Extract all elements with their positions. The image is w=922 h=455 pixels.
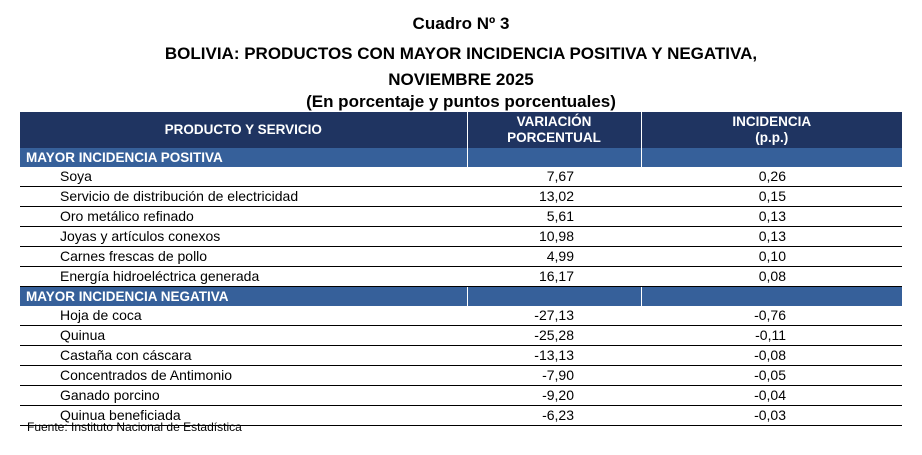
section-positive: MAYOR INCIDENCIA POSITIVA bbox=[20, 148, 902, 167]
product-name: Castaña con cáscara bbox=[20, 345, 467, 366]
variation-value: -6,23 bbox=[467, 405, 641, 426]
incidence-value: 0,08 bbox=[641, 266, 902, 287]
incidence-value: -0,11 bbox=[641, 325, 902, 346]
product-name: Hoja de coca bbox=[20, 306, 467, 326]
table-row: Oro metálico refinado 5,61 0,13 bbox=[20, 206, 902, 227]
variation-value: -27,13 bbox=[467, 306, 641, 326]
incidence-value: -0,03 bbox=[641, 405, 902, 426]
product-name: Quinua beneficiada bbox=[20, 405, 467, 426]
incidence-value: -0,76 bbox=[641, 306, 902, 326]
table-row: Quinua -25,28 -0,11 bbox=[20, 325, 902, 346]
variation-value: 7,67 bbox=[467, 167, 641, 187]
incidence-value: 0,10 bbox=[641, 246, 902, 267]
header-incidence: INCIDENCIA (p.p.) bbox=[641, 112, 902, 148]
variation-value: 16,17 bbox=[467, 266, 641, 287]
variation-value: -13,13 bbox=[467, 345, 641, 366]
incidence-value: 0,26 bbox=[641, 167, 902, 187]
section-label: MAYOR INCIDENCIA POSITIVA bbox=[20, 148, 468, 167]
table-row: Soya 7,67 0,26 bbox=[20, 167, 902, 187]
product-name: Servicio de distribución de electricidad bbox=[20, 186, 467, 207]
table-units: (En porcentaje y puntos porcentuales) bbox=[306, 92, 616, 111]
variation-value: -9,20 bbox=[467, 385, 641, 406]
incidence-value: 0,15 bbox=[641, 186, 902, 207]
table-number: Cuadro Nº 3 bbox=[412, 14, 510, 33]
product-name: Joyas y artículos conexos bbox=[20, 226, 467, 247]
table-row: Castaña con cáscara -13,13 -0,08 bbox=[20, 345, 902, 366]
table-title: BOLIVIA: PRODUCTOS CON MAYOR INCIDENCIA … bbox=[164, 44, 758, 63]
incidence-value: 0,13 bbox=[641, 206, 902, 227]
table-row: Energía hidroeléctrica generada 16,17 0,08 bbox=[20, 266, 902, 287]
product-name: Soya bbox=[20, 167, 467, 187]
product-name: Oro metálico refinado bbox=[20, 206, 467, 227]
header-product: PRODUCTO Y SERVICIO bbox=[20, 112, 468, 148]
variation-value: 10,98 bbox=[467, 226, 641, 247]
variation-value: 4,99 bbox=[467, 246, 641, 267]
header-variation: VARIACIÓN PORCENTUAL bbox=[467, 112, 642, 148]
table-period: NOVIEMBRE 2025 bbox=[388, 70, 534, 89]
variation-value: -25,28 bbox=[467, 325, 641, 346]
section-label: MAYOR INCIDENCIA NEGATIVA bbox=[20, 286, 468, 306]
variation-value: 13,02 bbox=[467, 186, 641, 207]
variation-value: 5,61 bbox=[467, 206, 641, 227]
product-name: Quinua bbox=[20, 325, 467, 346]
incidence-table: PRODUCTO Y SERVICIO VARIACIÓN PORCENTUAL … bbox=[20, 112, 902, 426]
variation-value: -7,90 bbox=[467, 365, 641, 386]
product-name: Carnes frescas de pollo bbox=[20, 246, 467, 267]
table-row: Quinua beneficiada -6,23 -0,03 bbox=[20, 405, 902, 426]
section-negative: MAYOR INCIDENCIA NEGATIVA bbox=[20, 286, 902, 306]
table-row: Servicio de distribución de electricidad… bbox=[20, 186, 902, 207]
incidence-value: -0,04 bbox=[641, 385, 902, 406]
incidence-value: -0,05 bbox=[641, 365, 902, 386]
product-name: Energía hidroeléctrica generada bbox=[20, 266, 467, 287]
source-note: Fuente: Instituto Nacional de Estadístic… bbox=[27, 420, 242, 434]
table-row: Hoja de coca -27,13 -0,76 bbox=[20, 306, 902, 326]
incidence-value: 0,13 bbox=[641, 226, 902, 247]
product-name: Concentrados de Antimonio bbox=[20, 365, 467, 386]
incidence-value: -0,08 bbox=[641, 345, 902, 366]
table-row: Joyas y artículos conexos 10,98 0,13 bbox=[20, 226, 902, 247]
table-row: Ganado porcino -9,20 -0,04 bbox=[20, 385, 902, 406]
table-row: Carnes frescas de pollo 4,99 0,10 bbox=[20, 246, 902, 267]
product-name: Ganado porcino bbox=[20, 385, 467, 406]
table-row: Concentrados de Antimonio -7,90 -0,05 bbox=[20, 365, 902, 386]
